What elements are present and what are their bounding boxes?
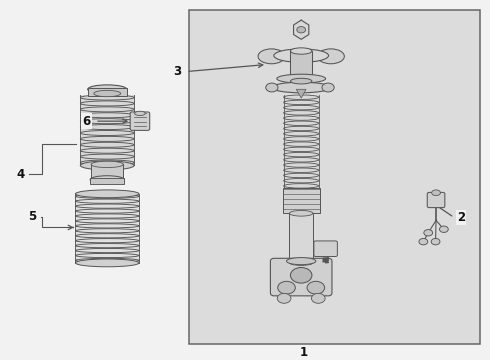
Ellipse shape <box>290 260 313 265</box>
Circle shape <box>291 267 312 283</box>
Ellipse shape <box>290 211 313 216</box>
Circle shape <box>312 293 325 303</box>
Ellipse shape <box>75 190 139 198</box>
Bar <box>290 213 313 263</box>
Ellipse shape <box>88 85 127 94</box>
Bar <box>284 95 319 189</box>
Bar <box>283 189 319 213</box>
FancyBboxPatch shape <box>314 241 337 257</box>
Ellipse shape <box>291 78 312 84</box>
Bar <box>80 95 134 166</box>
Circle shape <box>297 27 306 33</box>
Bar <box>291 51 312 81</box>
Ellipse shape <box>432 190 441 195</box>
Circle shape <box>278 281 295 294</box>
Bar <box>90 178 124 184</box>
Bar <box>189 10 480 345</box>
Circle shape <box>419 238 428 245</box>
Bar <box>88 88 127 96</box>
FancyBboxPatch shape <box>427 192 445 208</box>
Ellipse shape <box>94 90 121 97</box>
Bar <box>75 194 139 263</box>
Ellipse shape <box>277 74 326 83</box>
Ellipse shape <box>266 83 278 92</box>
Ellipse shape <box>274 49 329 62</box>
Ellipse shape <box>91 161 123 168</box>
Circle shape <box>431 238 440 245</box>
Ellipse shape <box>272 82 331 93</box>
Ellipse shape <box>318 49 344 64</box>
Ellipse shape <box>287 258 316 265</box>
FancyBboxPatch shape <box>270 258 332 296</box>
Ellipse shape <box>322 83 334 92</box>
Text: 5: 5 <box>28 210 37 223</box>
Circle shape <box>440 226 448 233</box>
Circle shape <box>307 281 325 294</box>
Ellipse shape <box>258 49 285 64</box>
Text: 4: 4 <box>16 168 24 181</box>
Text: 6: 6 <box>82 115 90 128</box>
Text: 1: 1 <box>299 346 308 359</box>
Bar <box>91 165 123 181</box>
Ellipse shape <box>90 176 124 184</box>
Ellipse shape <box>80 161 134 170</box>
Ellipse shape <box>75 259 139 267</box>
Ellipse shape <box>291 48 312 54</box>
FancyBboxPatch shape <box>130 112 150 130</box>
Polygon shape <box>296 89 306 98</box>
Ellipse shape <box>135 111 146 116</box>
Circle shape <box>424 230 433 236</box>
Polygon shape <box>294 20 309 39</box>
Text: 3: 3 <box>173 65 182 78</box>
Circle shape <box>277 293 291 303</box>
Text: 2: 2 <box>457 211 465 224</box>
